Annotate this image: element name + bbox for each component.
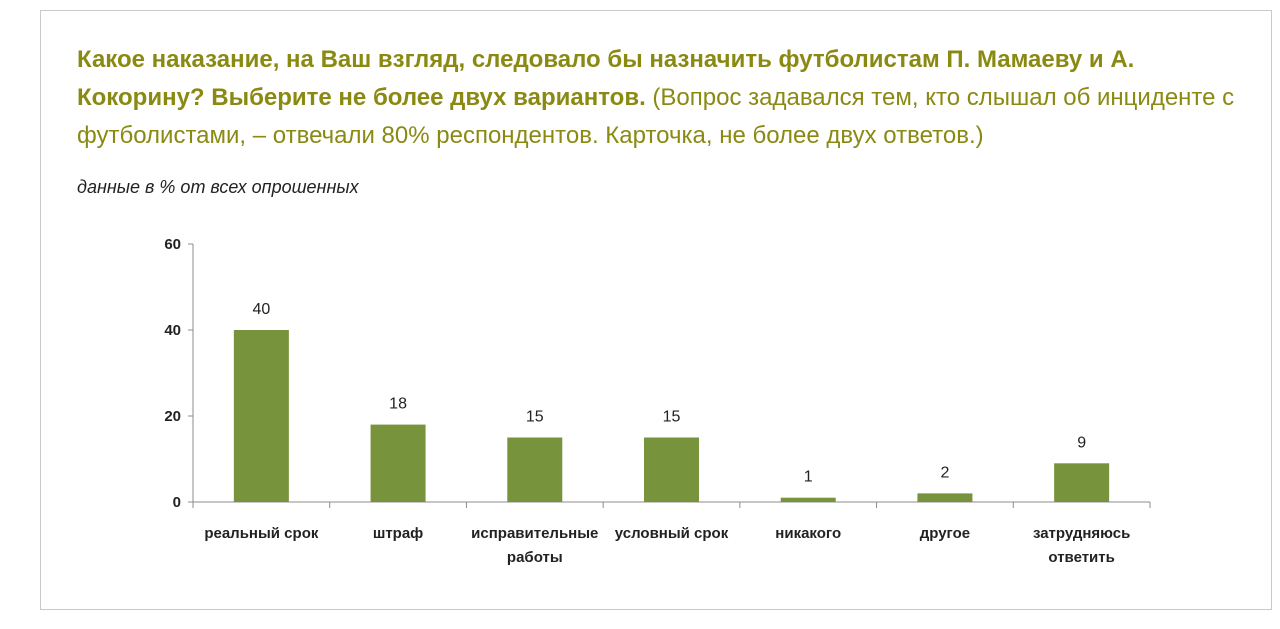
category-label: другое bbox=[920, 525, 970, 542]
category-label: штраф bbox=[373, 525, 423, 542]
bar bbox=[233, 330, 289, 502]
bar bbox=[917, 493, 973, 502]
data-label: 18 bbox=[389, 396, 407, 413]
y-tick-label: 60 bbox=[164, 236, 181, 253]
data-label: 15 bbox=[526, 409, 544, 426]
chart-title-note: (Вопрос задавался тем, кто слышал об инц… bbox=[77, 84, 1235, 149]
y-tick-label: 20 bbox=[164, 408, 181, 425]
bar bbox=[507, 437, 563, 502]
chart-subtitle: данные в % от всех опрошенных bbox=[77, 177, 359, 197]
bar bbox=[370, 424, 426, 502]
bar-chart: 0 20 40 60 40 реальный срок 18 штраф 15 исправите… bbox=[164, 236, 1151, 566]
bar bbox=[644, 437, 699, 502]
data-label: 15 bbox=[663, 409, 681, 426]
category-label: реальный срок bbox=[204, 525, 319, 542]
category-label: никакого bbox=[775, 525, 841, 542]
category-label: затрудняюсь ответить bbox=[1033, 525, 1130, 566]
category-label: исправительные работы bbox=[471, 525, 598, 566]
chart-frame: Какое наказание, на Ваш взгляд, следовал… bbox=[40, 10, 1272, 610]
bar bbox=[780, 497, 836, 502]
chart-title-question: Какое наказание, на Ваш взгляд, следовал… bbox=[77, 46, 1135, 111]
data-label: 2 bbox=[940, 464, 949, 481]
y-tick-label: 40 bbox=[164, 322, 181, 339]
data-label: 40 bbox=[252, 301, 270, 318]
data-label: 9 bbox=[1077, 434, 1086, 451]
data-label: 1 bbox=[804, 469, 813, 486]
category-label: условный срок bbox=[615, 525, 729, 542]
y-tick-label: 0 bbox=[173, 494, 181, 511]
bar bbox=[1054, 463, 1110, 502]
chart-title: Какое наказание, на Ваш взгляд, следовал… bbox=[77, 41, 1247, 155]
